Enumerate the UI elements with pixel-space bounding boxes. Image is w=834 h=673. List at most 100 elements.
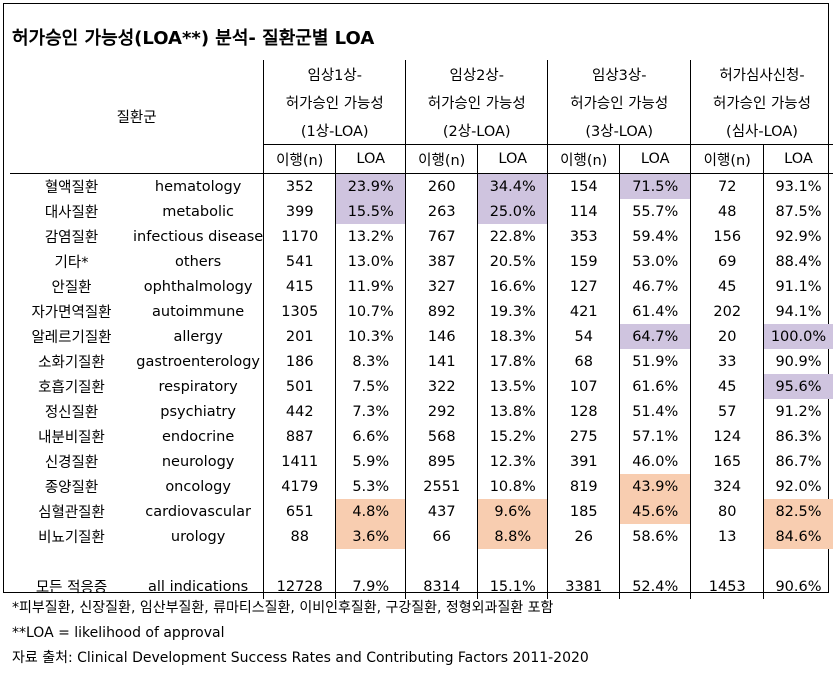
count-cell: 260 — [405, 173, 478, 199]
table-row: 기타* others 541 13.0% 387 20.5% 159 53.0% 69 88.4% — [10, 249, 833, 274]
disease-name-en: urology — [170, 528, 226, 545]
count-cell: 69 — [690, 249, 764, 274]
loa-cell: 5.3% — [335, 474, 406, 499]
disease-name-kr: 정신질환 — [44, 405, 99, 421]
count-cell: 568 — [405, 424, 478, 449]
loa-cell: 91.2% — [763, 399, 833, 424]
review-header-line3: (심사-LOA) — [690, 116, 833, 145]
count-cell: 2551 — [405, 474, 478, 499]
loa-cell: 71.5% — [619, 173, 691, 199]
loa-cell: 53.0% — [619, 249, 691, 274]
count-cell: 387 — [405, 249, 478, 274]
disease-name-kr: 대사질환 — [44, 205, 99, 221]
disease-name-en: oncology — [165, 478, 231, 495]
loa-cell: 16.6% — [477, 274, 548, 299]
count-cell: 437 — [405, 499, 478, 524]
loa-cell: 4.8% — [335, 499, 406, 524]
disease-name-en: psychiatry — [160, 403, 236, 420]
phase1-header-line3: (1상-LOA) — [263, 116, 406, 145]
count-cell: 1305 — [263, 299, 336, 324]
table-row: 호흡기질환 respiratory 501 7.5% 322 13.5% 107 61.6% 4… — [10, 374, 833, 399]
loa-cell: 15.5% — [335, 199, 406, 224]
count-cell: 201 — [263, 324, 336, 349]
count-cell: 54 — [547, 324, 620, 349]
footnotes: *피부질환, 신장질환, 임산부질환, 류마티스질환, 이비인후질환, 구강질환… — [12, 596, 589, 671]
count-cell: 88 — [263, 524, 336, 549]
footnote-source: 자료 출처: Clinical Development Success Rate… — [12, 650, 589, 666]
disease-name-kr: 종양질환 — [44, 480, 99, 496]
loa-cell: 10.7% — [335, 299, 406, 324]
count-cell: 66 — [405, 524, 478, 549]
count-cell: 202 — [690, 299, 764, 324]
phase2-header-line2: 허가승인 가능성 — [405, 88, 548, 116]
phase3-header-line1: 임상3상- — [547, 60, 691, 88]
loa-cell: 7.9% — [335, 574, 406, 599]
phase1-header-line2: 허가승인 가능성 — [263, 88, 406, 116]
disease-name-kr: 감염질환 — [44, 230, 99, 246]
count-cell: 391 — [547, 449, 620, 474]
table-row: 소화기질환 gastroenterology 186 8.3% 141 17.8% 68 51… — [10, 349, 833, 374]
disease-name-en: infectious disease — [133, 228, 264, 245]
count-cell: 352 — [263, 173, 336, 199]
table-row: 비뇨기질환 urology 88 3.6% 66 8.8% 26 58.6% 13 84.6% — [10, 524, 833, 549]
loa-cell: 46.7% — [619, 274, 691, 299]
count-cell: 3381 — [547, 574, 620, 599]
count-cell: 107 — [547, 374, 620, 399]
loa-cell: 45.6% — [619, 499, 691, 524]
count-cell: 45 — [690, 274, 764, 299]
count-cell: 146 — [405, 324, 478, 349]
loa-cell: 23.9% — [335, 173, 406, 199]
spacer-row — [10, 549, 833, 574]
count-cell: 154 — [547, 173, 620, 199]
total-row: 모든 적응증 all indications 12728 7.9% 8314 15.1% 3… — [10, 574, 833, 599]
loa-cell: 95.6% — [763, 374, 833, 399]
count-cell: 819 — [547, 474, 620, 499]
count-cell: 186 — [263, 349, 336, 374]
count-cell: 421 — [547, 299, 620, 324]
loa-cell: 46.0% — [619, 449, 691, 474]
table-row: 감염질환 infectious disease 1170 13.2% 767 22.8% 3… — [10, 224, 833, 249]
count-cell: 26 — [547, 524, 620, 549]
loa-cell: 61.4% — [619, 299, 691, 324]
phase2-loa-header: LOA — [477, 144, 548, 174]
count-cell: 8314 — [405, 574, 478, 599]
loa-cell: 6.6% — [335, 424, 406, 449]
disease-name-kr: 자가면역질환 — [31, 305, 112, 321]
loa-cell: 90.6% — [763, 574, 833, 599]
loa-cell: 13.8% — [477, 399, 548, 424]
loa-cell: 86.3% — [763, 424, 833, 449]
count-cell: 12728 — [263, 574, 336, 599]
page-title: 허가승인 가능성(LOA**) 분석- 질환군별 LOA — [12, 28, 375, 49]
loa-cell: 88.4% — [763, 249, 833, 274]
count-cell: 156 — [690, 224, 764, 249]
disease-name-en: cardiovascular — [145, 503, 251, 520]
count-cell: 165 — [690, 449, 764, 474]
loa-cell: 100.0% — [763, 324, 833, 349]
count-cell: 114 — [547, 199, 620, 224]
loa-cell: 15.1% — [477, 574, 548, 599]
phase1-loa-header: LOA — [335, 144, 406, 174]
loa-cell: 51.4% — [619, 399, 691, 424]
loa-cell: 10.3% — [335, 324, 406, 349]
loa-cell: 22.8% — [477, 224, 548, 249]
disease-name-kr: 신경질환 — [44, 455, 99, 471]
count-cell: 57 — [690, 399, 764, 424]
count-cell: 20 — [690, 324, 764, 349]
phase3-loa-header: LOA — [619, 144, 691, 174]
count-cell: 887 — [263, 424, 336, 449]
phase1-header-line1: 임상1상- — [263, 60, 406, 88]
count-cell: 275 — [547, 424, 620, 449]
count-cell: 415 — [263, 274, 336, 299]
table-row: 대사질환 metabolic 399 15.5% 263 25.0% 114 55.7% 48 8… — [10, 199, 833, 224]
count-cell: 263 — [405, 199, 478, 224]
loa-cell: 10.8% — [477, 474, 548, 499]
loa-cell: 13.2% — [335, 224, 406, 249]
loa-cell: 93.1% — [763, 173, 833, 199]
footnote-loa: **LOA = likelihood of approval — [12, 625, 225, 641]
count-cell: 399 — [263, 199, 336, 224]
disease-name-en: hematology — [154, 178, 242, 195]
loa-cell: 94.1% — [763, 299, 833, 324]
table-row: 안질환 ophthalmology 415 11.9% 327 16.6% 127 46.7%… — [10, 274, 833, 299]
count-cell: 80 — [690, 499, 764, 524]
count-cell: 33 — [690, 349, 764, 374]
